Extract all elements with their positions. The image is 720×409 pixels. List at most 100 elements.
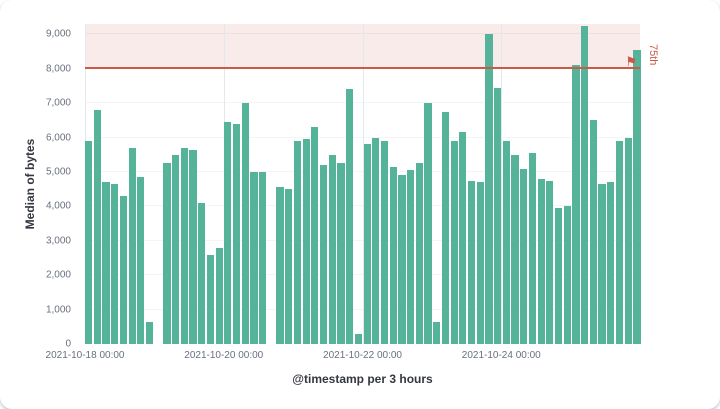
- bar-slot: [241, 24, 249, 344]
- bar[interactable]: [485, 34, 493, 344]
- y-axis: 0 1,000 2,000 3,000 4,000 5,000 6,000 7,000 8,00…: [0, 24, 78, 350]
- bar[interactable]: [633, 49, 641, 344]
- bar[interactable]: [276, 187, 284, 344]
- bar-slot: [520, 24, 528, 344]
- bar[interactable]: [372, 137, 380, 344]
- bar[interactable]: [354, 333, 362, 344]
- x-axis: 2021-10-18 00:00 2021-10-20 00:00 2021-10-…: [46, 350, 640, 364]
- bar[interactable]: [85, 141, 93, 344]
- bar[interactable]: [285, 189, 293, 344]
- bar[interactable]: [250, 171, 258, 344]
- bar[interactable]: [415, 163, 423, 344]
- bar[interactable]: [363, 144, 371, 344]
- bar[interactable]: [598, 184, 606, 344]
- bar-slot: [581, 24, 589, 344]
- bar[interactable]: [337, 163, 345, 344]
- bar[interactable]: [624, 137, 632, 344]
- bar-slot: [450, 24, 458, 344]
- bar-series: [85, 24, 641, 344]
- threshold-label: 75th: [647, 44, 659, 66]
- bar[interactable]: [189, 149, 197, 344]
- bar-slot: [372, 24, 380, 344]
- bar[interactable]: [137, 177, 145, 344]
- bar[interactable]: [259, 171, 267, 344]
- bar-slot: [145, 24, 154, 344]
- bar[interactable]: [528, 153, 537, 344]
- bar[interactable]: [563, 206, 571, 344]
- bar[interactable]: [172, 154, 180, 344]
- bar[interactable]: [232, 123, 241, 344]
- bar[interactable]: [459, 132, 467, 344]
- bar[interactable]: [407, 170, 415, 344]
- bar[interactable]: [102, 182, 110, 344]
- bar-slot: [459, 24, 467, 344]
- bar[interactable]: [93, 110, 101, 344]
- bar-slot: [537, 24, 545, 344]
- bar[interactable]: [467, 180, 476, 344]
- bar[interactable]: [111, 184, 119, 344]
- bar-slot: [433, 24, 441, 344]
- bar[interactable]: [607, 182, 615, 344]
- bar[interactable]: [328, 154, 336, 344]
- bar[interactable]: [520, 168, 528, 344]
- bar-slot: [163, 24, 171, 344]
- bar[interactable]: [224, 122, 232, 344]
- bar[interactable]: [163, 163, 171, 344]
- bar[interactable]: [241, 103, 249, 344]
- bar-slot: [93, 24, 101, 344]
- x-tick-label: 2021-10-22 00:00: [323, 350, 402, 361]
- bar-slot: [398, 24, 406, 344]
- bar[interactable]: [293, 141, 302, 344]
- y-tick-label: 1,000: [45, 304, 71, 316]
- bar[interactable]: [215, 247, 223, 344]
- bar[interactable]: [581, 25, 589, 344]
- bar[interactable]: [494, 87, 502, 344]
- bar[interactable]: [615, 141, 624, 344]
- bar[interactable]: [433, 321, 441, 344]
- bar[interactable]: [424, 103, 432, 344]
- x-axis-title: @timestamp per 3 hours: [292, 372, 433, 386]
- bar[interactable]: [128, 147, 136, 344]
- bar[interactable]: [346, 89, 354, 344]
- x-tick-label: 2021-10-20 00:00: [184, 350, 264, 361]
- bar[interactable]: [311, 127, 319, 344]
- bar[interactable]: [389, 166, 397, 344]
- bar-slot: [354, 24, 362, 344]
- bar[interactable]: [380, 141, 389, 344]
- bar-slot: [198, 24, 206, 344]
- bar-slot: [189, 24, 197, 344]
- bar[interactable]: [302, 139, 310, 344]
- bar[interactable]: [546, 180, 554, 344]
- bar[interactable]: [441, 111, 450, 344]
- bar[interactable]: [119, 196, 128, 344]
- bar[interactable]: [398, 175, 406, 344]
- bar[interactable]: [450, 141, 458, 344]
- bar[interactable]: [589, 120, 597, 344]
- bar[interactable]: [572, 65, 580, 344]
- y-tick-label: 4,000: [45, 200, 71, 212]
- bar[interactable]: [476, 182, 484, 344]
- bar[interactable]: [145, 321, 154, 344]
- bar-slot: [511, 24, 519, 344]
- bar[interactable]: [511, 154, 519, 344]
- bar-slot: [389, 24, 397, 344]
- bar[interactable]: [502, 141, 510, 344]
- bar-slot: [407, 24, 415, 344]
- bar-slot: [155, 24, 162, 344]
- x-tick-label: 2021-10-18 00:00: [45, 350, 125, 361]
- bar-slot: [572, 24, 580, 344]
- bar[interactable]: [319, 165, 328, 344]
- bar-slot: [215, 24, 223, 344]
- y-tick-label: 6,000: [45, 132, 71, 144]
- bar[interactable]: [537, 178, 545, 344]
- bar[interactable]: [206, 254, 215, 344]
- bar-slot: [607, 24, 615, 344]
- bar-slot: [441, 24, 450, 344]
- bar-slot: [467, 24, 476, 344]
- bar-slot: [346, 24, 354, 344]
- bar-slot: [337, 24, 345, 344]
- bar[interactable]: [554, 208, 563, 344]
- bar[interactable]: [180, 147, 188, 344]
- bar[interactable]: [198, 202, 206, 344]
- bar-slot: [615, 24, 624, 344]
